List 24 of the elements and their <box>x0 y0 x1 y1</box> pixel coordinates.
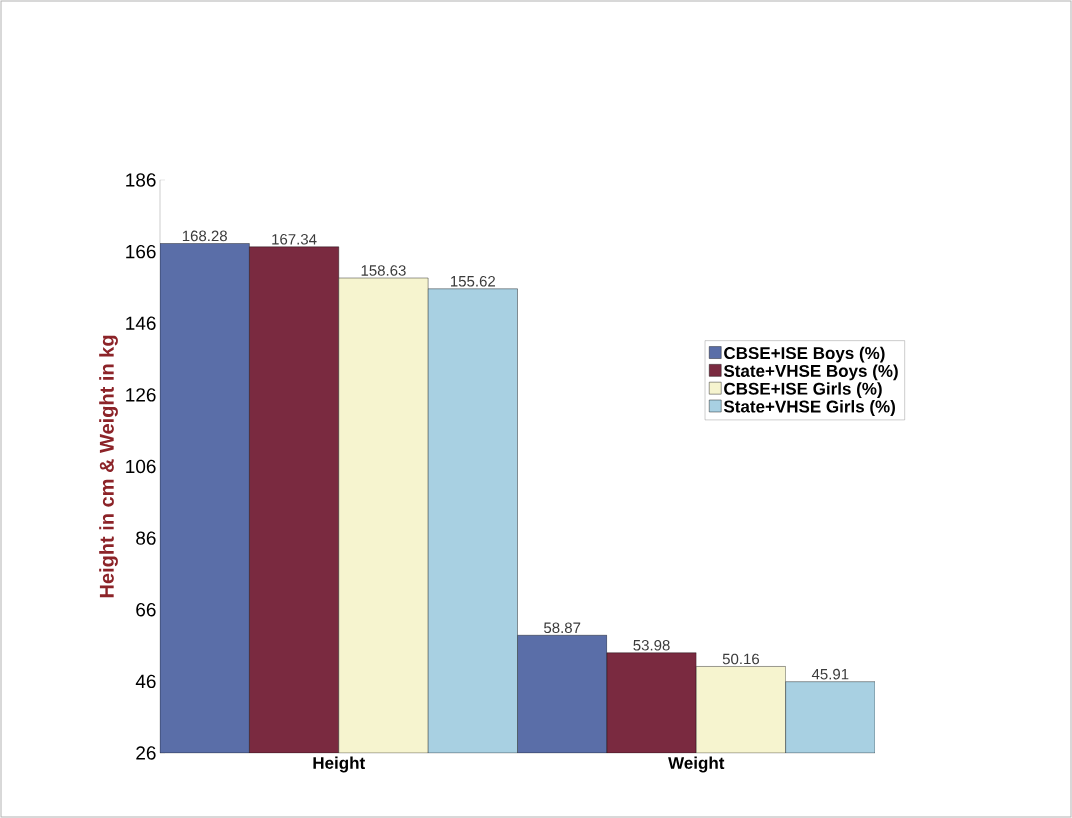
data-label: 155.62 <box>451 275 495 287</box>
legend-label: State+VHSE Boys (%) <box>723 364 898 381</box>
y-tick-label: 86 <box>136 531 156 545</box>
y-tick-label: 126 <box>126 388 156 402</box>
y-tick-label: 46 <box>135 674 156 689</box>
legend-label: CBSE+ISE Girls (%) <box>724 382 882 399</box>
data-label: 167.34 <box>272 233 317 245</box>
y-tick-label: 66 <box>136 603 156 617</box>
y-tick-label: 26 <box>136 746 156 760</box>
data-label: 50.16 <box>722 653 760 665</box>
y-tick-label: 186 <box>126 173 156 187</box>
data-label: 53.98 <box>633 639 670 651</box>
y-tick-label: 146 <box>126 316 156 330</box>
data-label: 58.87 <box>544 622 581 634</box>
y-tick-label: 106 <box>126 459 156 474</box>
data-label: 168.28 <box>182 230 227 242</box>
legend-label: CBSE+ISE Boys (%) <box>724 346 885 363</box>
data-label: 45.91 <box>811 668 849 680</box>
data-label: 158.63 <box>361 265 406 276</box>
x-tick-label: Height <box>313 756 365 773</box>
legend-label: State+VHSE Girls (%) <box>723 400 895 416</box>
y-axis-title: Height in cm & Weight in kg <box>99 335 118 598</box>
y-tick-label: 166 <box>126 244 156 259</box>
x-tick-label: Weight <box>668 756 725 773</box>
